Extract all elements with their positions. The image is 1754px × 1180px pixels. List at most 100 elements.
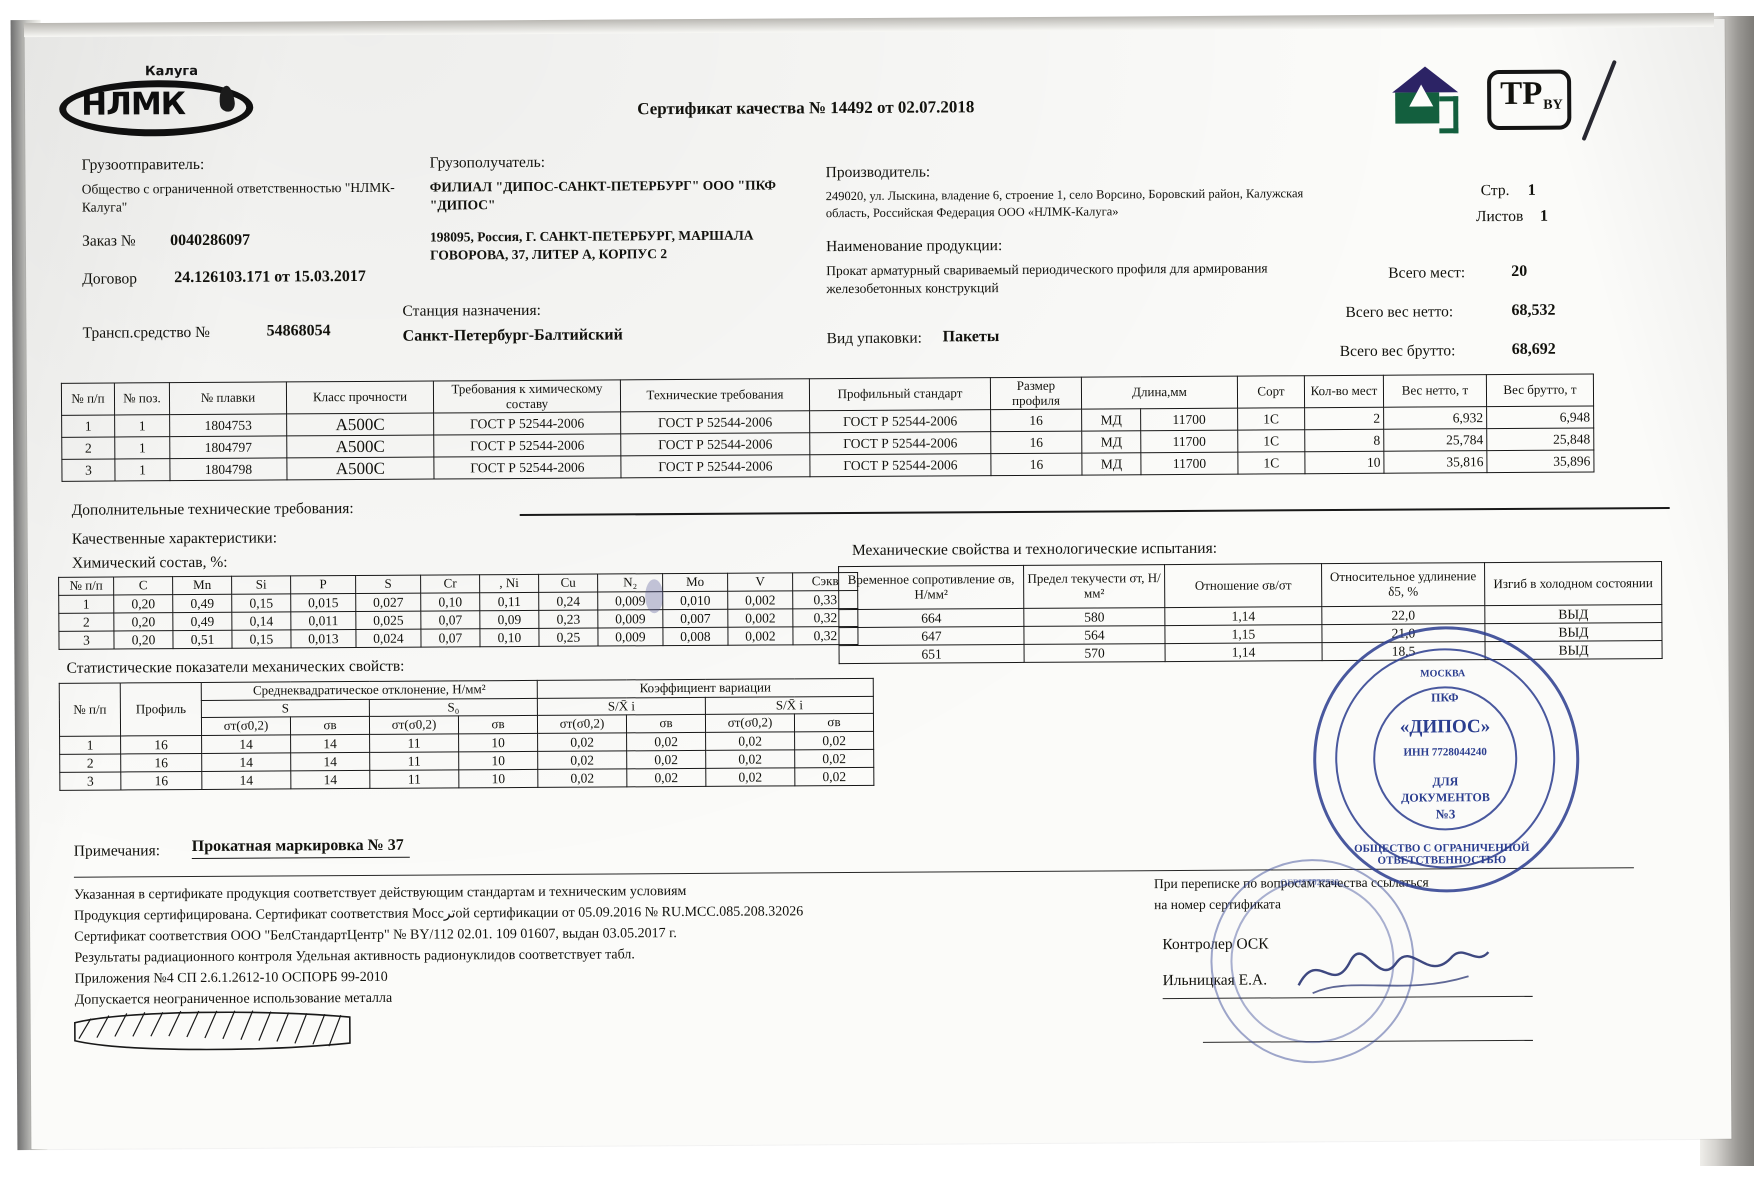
cell: 10	[458, 733, 538, 752]
table-row: 3 16 14 14 11 10 0,02 0,02 0,02 0,02	[59, 767, 874, 791]
th-main-0: № п/п	[61, 382, 115, 416]
cell: 22,0	[1321, 605, 1485, 625]
cell: 0,02	[537, 732, 627, 752]
th-stat-profile: Профиль	[120, 682, 202, 736]
th-main-11: Вес нетто, т	[1383, 374, 1487, 408]
th-chem-5: S	[355, 575, 421, 594]
cell: 0,14	[231, 611, 291, 631]
cell: 1804753	[169, 414, 287, 437]
th-stat-2: σт(σ0,2)	[201, 717, 291, 736]
stamp-inn: ИНН 7728044240	[1403, 746, 1487, 759]
footer-line-2: Сертификат соответствия ООО "БелСтандарт…	[74, 926, 677, 945]
packing-label: Вид упаковки:	[826, 329, 922, 348]
total-places-label: Всего мест:	[1388, 264, 1466, 282]
th-stat-sub-0: S	[201, 698, 370, 718]
th-main-7: Размер профиля	[990, 377, 1082, 410]
cell: 0,23	[538, 609, 598, 629]
cell: 1С	[1237, 407, 1305, 431]
th-stat-7: σв	[626, 714, 706, 733]
cell: 1	[114, 458, 171, 482]
cell: 11	[369, 733, 459, 753]
th-main-3: Класс прочности	[286, 381, 434, 415]
mechanical-properties-label: Механические свойства и технологические …	[851, 539, 1218, 559]
mechanical-properties-table: Временное сопротивление σв, Н/мм² Предел…	[838, 561, 1663, 664]
cell: 1,14	[1165, 642, 1323, 662]
cell: ВЫД	[1484, 622, 1663, 642]
order-label: Заказ №	[81, 232, 136, 250]
th-main-1: № поз.	[114, 382, 170, 416]
cell: 0,02	[626, 768, 706, 787]
cell: 0,02	[626, 750, 706, 769]
cell: 6,932	[1383, 406, 1487, 430]
cell: 0,010	[662, 590, 728, 610]
cell: 14	[290, 752, 370, 771]
th-main-9: Сорт	[1237, 375, 1305, 409]
secondary-stamp-text: ОГРН 1027739...	[1280, 876, 1346, 888]
th-main-2: № плавки	[169, 381, 287, 415]
footer-line-0: Указанная в сертификате продукция соотве…	[73, 884, 687, 903]
cell: 0,015	[290, 593, 356, 612]
cell: 647	[838, 626, 1025, 646]
nlmk-logo: Калуга НЛМК	[57, 64, 259, 137]
cell: МД	[1081, 408, 1141, 432]
cell: 8	[1304, 429, 1384, 452]
th-main-4: Требования к химическому составу	[433, 379, 621, 414]
cell: 1С	[1237, 451, 1305, 475]
quality-characteristics-label: Качественные характеристики:	[71, 529, 278, 548]
cell: 35,896	[1486, 450, 1594, 473]
cell: ВЫД	[1484, 604, 1662, 624]
th-mech-4: Изгиб в холодном состоянии	[1484, 561, 1662, 606]
cell: 0,002	[727, 590, 793, 609]
pen-mark	[1581, 59, 1617, 142]
stamp-purpose-2: ДОКУМЕНТОВ	[1401, 790, 1490, 805]
station-value: Санкт-Петербург-Балтийский	[402, 326, 623, 345]
by-label: BY	[1543, 97, 1563, 113]
contract-value: 24.126103.171 от 15.03.2017	[174, 267, 366, 287]
cell: ГОСТ Р 52544-2006	[620, 432, 810, 457]
chemical-composition-table: № п/п C Mn Si P S Cr , Ni Cu N₂ Mo V Сэк…	[58, 572, 859, 650]
cell: ГОСТ Р 52544-2006	[809, 453, 991, 477]
cell: 1804798	[169, 458, 288, 481]
th-mech-1: Предел текучести σт, Н/мм²	[1023, 564, 1165, 609]
main-table-body: 1 1 1804753 А500С ГОСТ Р 52544-2006 ГОСТ…	[61, 406, 1594, 482]
cell: 10	[458, 751, 538, 770]
th-chem-3: Si	[231, 575, 291, 594]
cell: 1,15	[1164, 624, 1323, 644]
cell: 16	[120, 753, 202, 772]
th-main-12: Вес брутто, т	[1486, 373, 1594, 407]
vehicle-value: 54868054	[266, 322, 331, 340]
th-mech-0: Временное сопротивление σв, Н/мм²	[838, 565, 1024, 610]
station-label: Станция назначения:	[402, 301, 541, 320]
tr-by-mark-icon: ТР BY	[1487, 69, 1572, 131]
cell: 11700	[1140, 452, 1238, 475]
th-main-8: Длина,мм	[1081, 376, 1238, 410]
page-number-label: Стр.	[1480, 181, 1510, 200]
stamp-city: МОСКВА	[1420, 668, 1466, 680]
cell: ГОСТ Р 52544-2006	[809, 431, 991, 455]
cell: ГОСТ Р 52544-2006	[620, 454, 810, 479]
cell: 0,02	[794, 731, 874, 750]
cell: ГОСТ Р 52544-2006	[433, 411, 621, 436]
tr-label: ТР	[1500, 75, 1543, 113]
table-row: 651 570 1,14 18,5 ВЫД	[839, 640, 1663, 664]
th-stat-rownum: № п/п	[59, 682, 121, 736]
cell: 0,07	[420, 610, 480, 629]
cell: 0,02	[626, 732, 706, 751]
cell: 0,09	[479, 610, 539, 629]
th-stat-sub-2: S/X̄ i	[537, 696, 706, 716]
cell: 0,15	[231, 629, 292, 649]
th-chem-0: № п/п	[58, 576, 114, 595]
cell: 16	[990, 409, 1082, 432]
cell: А500С	[286, 435, 434, 459]
cell: ГОСТ Р 52544-2006	[620, 410, 810, 435]
total-net-label: Всего вес нетто:	[1345, 303, 1454, 321]
cell: 10	[458, 769, 538, 788]
cell: 0,02	[705, 749, 795, 769]
cell: 0,025	[355, 610, 421, 630]
consignee-address: 198095, Россия, Г. САНКТ-ПЕТЕРБУРГ, МАРШ…	[429, 227, 754, 263]
cell: А500С	[286, 457, 434, 481]
cell: 16	[120, 771, 202, 790]
cell: 25,848	[1486, 428, 1594, 451]
mech-table-head: Временное сопротивление σв, Н/мм² Предел…	[838, 561, 1662, 610]
